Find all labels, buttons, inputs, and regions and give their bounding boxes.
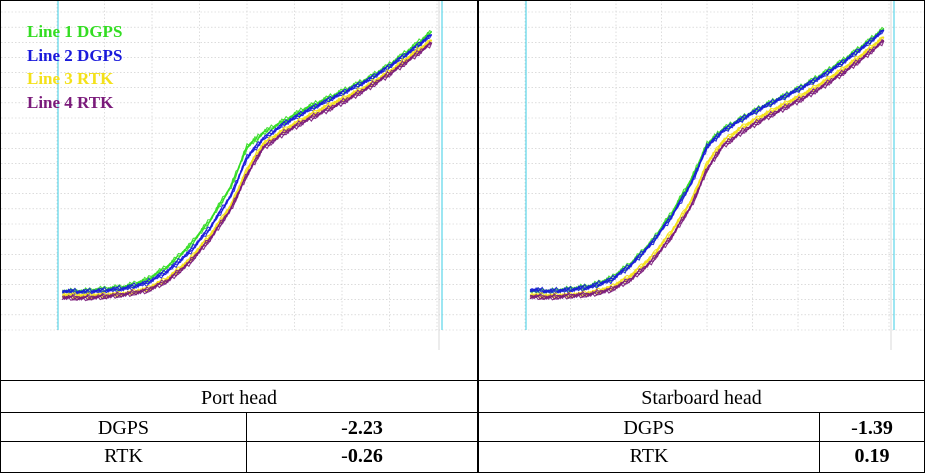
starboard-head-chart-panel [479, 0, 924, 350]
series-line-4 [529, 39, 885, 301]
port-rtk-label: RTK [104, 445, 143, 467]
series-trace [529, 40, 885, 301]
series-line-2 [529, 29, 885, 296]
series-line-2 [61, 34, 433, 297]
port-dgps-label: DGPS [97, 417, 150, 439]
border-top [0, 0, 925, 1]
legend-line-4: Line 4 RTK [27, 92, 114, 112]
port-rtk-sign: - [341, 445, 348, 467]
starboard-head-caption: Starboard head [641, 387, 762, 409]
port-dgps-sign: - [341, 417, 348, 439]
chart-legend: Line 1 DGPS Line 2 DGPS Line 3 RTK Line … [27, 20, 122, 114]
port-rtk-number: 0.26 [347, 445, 383, 467]
legend-line-3: Line 3 RTK [27, 69, 114, 88]
series-trace [529, 29, 885, 296]
port-dgps-value: -2.23 [247, 414, 477, 442]
starboard-dgps-label: DGPS [623, 417, 675, 439]
starboard-dgps-number: 1.39 [857, 417, 893, 439]
port-head-chart-panel: Line 1 DGPS Line 2 DGPS Line 3 RTK Line … [1, 0, 477, 350]
starboard-rtk-number: 0.19 [854, 445, 890, 467]
starboard-rtk-value: 0.19 [820, 442, 924, 470]
starboard-dgps-value: -1.39 [820, 414, 924, 442]
port-rtk-value: -0.26 [247, 442, 477, 470]
port-dgps-number: 2.23 [347, 417, 383, 439]
border-row2-top [0, 441, 925, 442]
starboard-head-chart [479, 0, 924, 350]
starboard-rtk-label: RTK [629, 445, 669, 467]
border-row1-top [0, 412, 925, 413]
series-trace [62, 34, 433, 297]
border-right-split [819, 412, 820, 473]
port-head-chart [1, 0, 477, 350]
border-caption-top [0, 380, 925, 381]
series-trace [61, 42, 433, 302]
border-center [477, 0, 479, 473]
port-head-caption: Port head [200, 387, 278, 409]
border-left-split [246, 412, 247, 473]
series-line-4 [61, 41, 433, 302]
starboard-dgps-sign: - [851, 417, 858, 439]
legend-line-1: Line 1 DGPS [27, 22, 123, 41]
border-left [0, 0, 1, 473]
legend-line-2: Line 2 DGPS [27, 45, 123, 65]
